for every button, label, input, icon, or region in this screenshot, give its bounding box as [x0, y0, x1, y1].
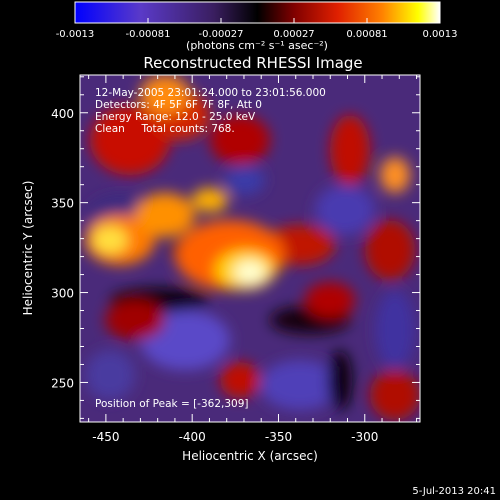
y-tick-label: 300: [51, 287, 74, 301]
x-tick-label: -350: [265, 430, 292, 444]
heatmap-image: [80, 75, 420, 422]
heatmap-blob: [192, 188, 228, 212]
heatmap-blob: [135, 193, 195, 237]
heatmap-blob: [330, 115, 370, 185]
chart-title: Reconstructed RHESSI Image: [143, 54, 362, 72]
colorbar-tick-label: -0.00081: [126, 29, 171, 40]
heatmap-blob: [380, 157, 410, 193]
heatmap-blob: [92, 226, 128, 254]
y-tick-label: 400: [51, 107, 74, 121]
y-tick-label: 250: [51, 376, 74, 390]
colorbar-tick-label: 0.00027: [273, 29, 314, 40]
annotation-line: Detectors: 4F 5F 6F 7F 8F, Att 0: [95, 99, 262, 111]
heatmap-blob: [225, 165, 265, 195]
heatmap-blob: [220, 362, 260, 398]
heatmap-blob: [85, 350, 135, 400]
colorbar-tick-label: -0.0013: [56, 29, 95, 40]
colorbar: [74, 1, 441, 24]
colorbar-tick-label: 0.00081: [346, 29, 387, 40]
plot-frame: [79, 74, 421, 423]
x-axis-label: Heliocentric X (arcsec): [182, 449, 318, 463]
annotation-line: Clean Total counts: 768.: [95, 123, 235, 135]
heatmap-blob: [365, 220, 415, 280]
y-tick-label: 350: [51, 197, 74, 211]
heatmap-blob: [260, 360, 340, 410]
heatmap-blob: [370, 370, 420, 420]
y-axis-label: Heliocentric Y (arcsec): [21, 181, 35, 316]
annotation-block: 12-May-2005 23:01:24.000 to 23:01:56.000…: [95, 87, 326, 135]
heatmap-blob: [210, 115, 270, 165]
heatmap-blob: [328, 350, 352, 410]
colorbar-tick-label: 0.0013: [423, 29, 458, 40]
heatmap-blob: [305, 282, 355, 318]
axis-ticks: -450 -400 -350 -300 250 300 350 400: [51, 75, 420, 444]
peak-position-label: Position of Peak = [-362,309]: [95, 398, 249, 410]
heatmap-blob: [375, 290, 415, 370]
heatmap-blob: [105, 300, 165, 340]
footer-timestamp: 5-Jul-2013 20:41: [412, 486, 496, 497]
x-tick-label: -450: [92, 430, 119, 444]
x-tick-label: -400: [179, 430, 206, 444]
annotation-line: 12-May-2005 23:01:24.000 to 23:01:56.000: [95, 87, 326, 99]
heatmap-blob: [90, 105, 170, 175]
colorbar-unit-label: (photons cm⁻² s⁻¹ asec⁻²): [186, 39, 328, 52]
x-tick-label: -300: [351, 430, 378, 444]
heatmap-blob: [315, 185, 375, 235]
heatmap-blobs: [85, 75, 420, 420]
heatmap-blob: [140, 75, 190, 115]
annotation-line: Energy Range: 12.0 - 25.0 keV: [95, 111, 256, 123]
heatmap-blob: [234, 260, 266, 284]
colorbar-ticks: -0.0013 -0.00081 -0.00027 0.00027 0.00081 0.0…: [56, 18, 458, 40]
colorbar-tick-label: -0.00027: [199, 29, 244, 40]
